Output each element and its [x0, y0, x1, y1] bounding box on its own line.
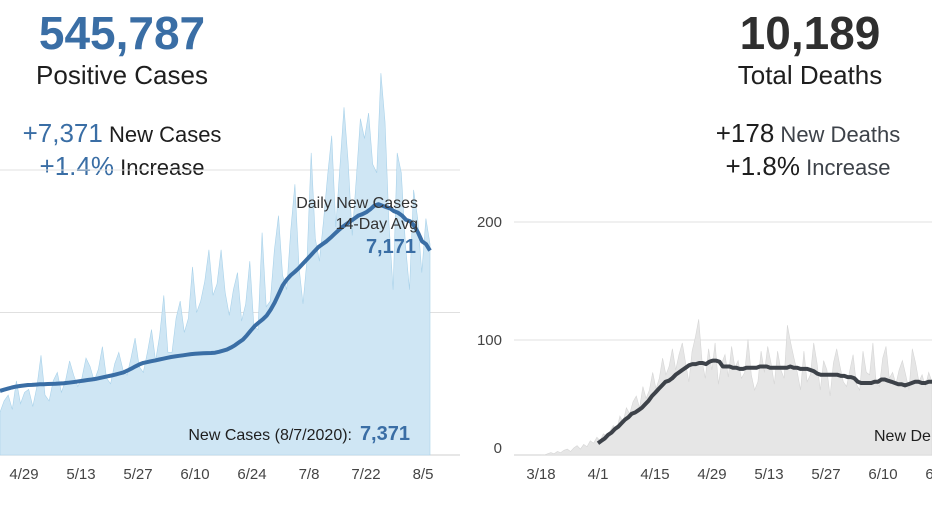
cases-x-tick-label: 6/24	[237, 466, 266, 483]
cases-annotation-value: 7,171	[366, 236, 416, 258]
deaths-chart: 0 100 200 3/18 4/1 4/15 4/29 5/13 5/27 6/10 6/24	[477, 214, 932, 483]
deaths-x-tick-label: 5/27	[811, 466, 840, 483]
new-deaths-line: +178 New Deaths	[716, 120, 901, 146]
deaths-x-tick-label: 6/24	[925, 466, 932, 483]
deaths-y-tick-label: 0	[494, 440, 502, 457]
deaths-x-tick-label: 3/18	[526, 466, 555, 483]
new-deaths-label: New Deaths	[780, 122, 901, 147]
deaths-x-tick-label: 4/29	[697, 466, 726, 483]
cases-annotation-title: Daily New Cases	[296, 195, 418, 212]
cases-increase-value: +1.4%	[39, 151, 114, 181]
cases-annotation-subtitle: 14-Day Avg	[336, 216, 418, 233]
total-cases-label: Positive Cases	[36, 60, 208, 90]
deaths-increase-label: Increase	[806, 155, 891, 180]
deaths-x-tick-label: 5/13	[754, 466, 783, 483]
cases-footer-value: 7,371	[360, 423, 410, 445]
new-cases-line: +7,371 New Cases	[23, 120, 222, 146]
total-deaths-label: Total Deaths	[737, 60, 883, 90]
cases-increase-line: +1.4% Increase	[40, 153, 205, 179]
cases-x-tick-label: 5/13	[66, 466, 95, 483]
cases-x-tick-label: 7/8	[299, 466, 320, 483]
deaths-y-tick-label: 100	[477, 332, 502, 349]
total-deaths-value: 10,189	[739, 7, 881, 59]
cases-x-tick-label: 4/29	[9, 466, 38, 483]
deaths-footer-label: New De	[874, 428, 931, 445]
cases-x-tick-label: 5/27	[123, 466, 152, 483]
deaths-x-tick-label: 4/15	[640, 466, 669, 483]
cases-chart: 4/29 5/13 5/27 6/10 6/24 7/8 7/22 8/5	[0, 73, 460, 483]
new-cases-value: +7,371	[22, 118, 103, 148]
deaths-increase-line: +1.8% Increase	[726, 153, 891, 179]
deaths-increase-value: +1.8%	[725, 151, 800, 181]
total-cases-value: 545,787	[38, 7, 206, 59]
deaths-x-tick-label: 6/10	[868, 466, 897, 483]
new-deaths-value: +178	[715, 118, 775, 148]
cases-footer-label: New Cases (8/7/2020):	[188, 427, 352, 444]
cases-x-tick-label: 7/22	[351, 466, 380, 483]
cases-increase-label: Increase	[120, 155, 205, 180]
cases-avg-line	[0, 202, 432, 393]
cases-x-tick-label: 6/10	[180, 466, 209, 483]
new-cases-label: New Cases	[108, 122, 222, 147]
deaths-y-tick-label: 200	[477, 214, 502, 231]
cases-daily-area	[0, 73, 431, 456]
deaths-x-tick-label: 4/1	[588, 466, 609, 483]
deaths-avg-line	[596, 358, 932, 445]
cases-x-tick-label: 8/5	[413, 466, 434, 483]
